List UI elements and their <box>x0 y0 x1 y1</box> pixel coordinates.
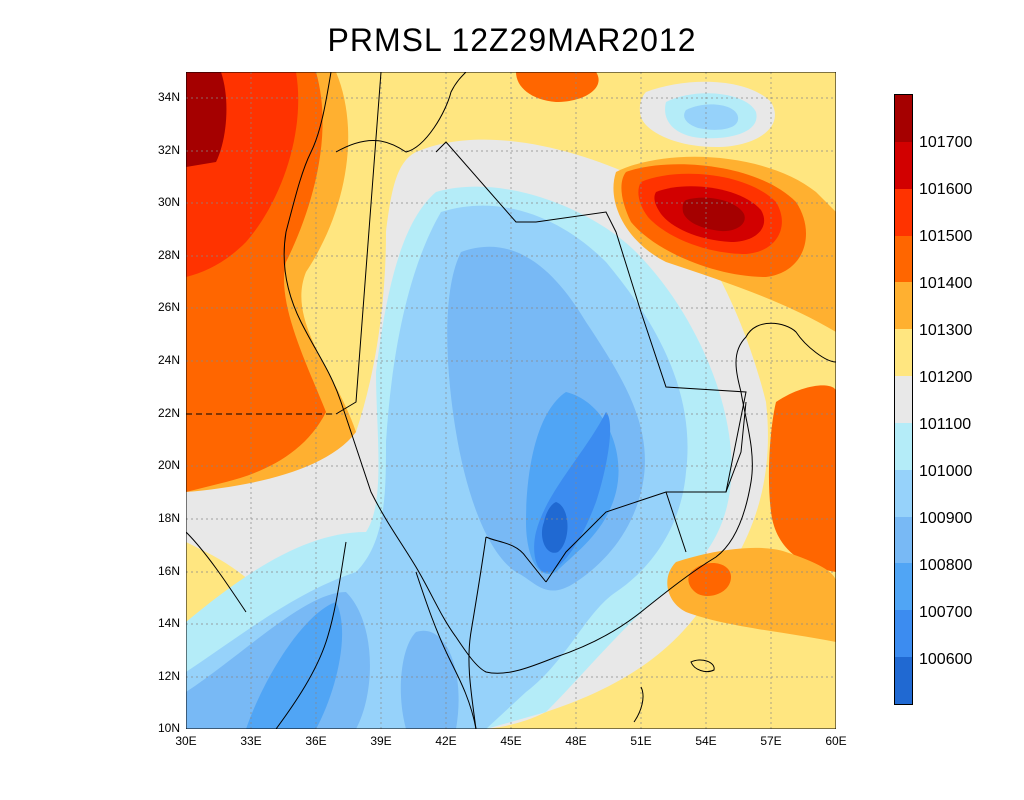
contour-100900-ne <box>684 104 739 130</box>
colorbar-label: 101400 <box>919 275 973 292</box>
contour-101700 <box>186 72 227 167</box>
y-tick-label: 10N <box>157 721 180 735</box>
contour-100700-sw <box>246 602 343 729</box>
contour-101700-ne <box>682 197 745 232</box>
x-tick-label: 39E <box>370 734 392 748</box>
colorbar-label: 101200 <box>919 369 973 386</box>
y-tick-label: 18N <box>157 511 180 525</box>
map-canvas <box>185 71 837 730</box>
colorbar-segment <box>895 469 912 517</box>
colorbar-label: 101100 <box>919 416 972 433</box>
contour-101400-se <box>688 562 731 597</box>
colorbar-label: 101000 <box>919 463 973 480</box>
y-tick-label: 22N <box>157 406 180 420</box>
colorbar-label: 101300 <box>919 322 973 339</box>
x-tick-label: 60E <box>825 734 847 748</box>
y-tick-label: 28N <box>157 248 180 262</box>
colorbar-label: 100700 <box>919 604 973 621</box>
x-tick-label: 42E <box>435 734 457 748</box>
y-tick-label: 14N <box>157 616 180 630</box>
chart-title: PRMSL 12Z29MAR2012 <box>327 22 697 58</box>
colorbar-segment <box>895 282 912 330</box>
colorbar-label: 101600 <box>919 181 973 198</box>
pressure-map <box>185 71 837 730</box>
y-tick-label: 20N <box>157 458 180 472</box>
colorbar-label: 101700 <box>919 134 973 151</box>
y-tick-label: 24N <box>157 353 180 367</box>
pressure-contours <box>186 72 836 729</box>
colorbar-segment <box>895 563 912 611</box>
colorbar-segment <box>895 329 912 377</box>
colorbar-segment <box>895 188 912 236</box>
colorbar <box>894 94 913 705</box>
colorbar-label: 100800 <box>919 557 973 574</box>
colorbar-segment <box>895 610 912 658</box>
colorbar-segment <box>895 376 912 423</box>
y-tick-label: 30N <box>157 195 180 209</box>
graticule <box>186 72 836 729</box>
colorbar-label: 101500 <box>919 228 973 245</box>
contour-100500 <box>541 502 568 553</box>
x-tick-label: 51E <box>630 734 652 748</box>
y-tick-label: 12N <box>157 669 180 683</box>
coastlines-borders <box>186 72 836 729</box>
x-tick-label: 36E <box>305 734 327 748</box>
colorbar-label: 100600 <box>919 651 973 668</box>
x-tick-label: 33E <box>240 734 262 748</box>
colorbar-label: 100900 <box>919 510 973 527</box>
colorbar-segment <box>895 422 912 470</box>
y-tick-label: 34N <box>157 90 180 104</box>
x-tick-label: 54E <box>695 734 717 748</box>
contour-101400-e <box>768 385 836 572</box>
colorbar-segment <box>895 95 912 142</box>
y-tick-label: 16N <box>157 564 180 578</box>
y-tick-label: 32N <box>157 143 180 157</box>
x-tick-label: 48E <box>565 734 587 748</box>
y-tick-label: 26N <box>157 300 180 314</box>
colorbar-segment <box>895 516 912 564</box>
x-tick-label: 57E <box>760 734 782 748</box>
x-tick-label: 30E <box>175 734 197 748</box>
colorbar-segment <box>895 141 912 189</box>
contour-101400-top <box>516 72 599 102</box>
contour-100800-s <box>400 630 459 729</box>
x-tick-label: 45E <box>500 734 522 748</box>
colorbar-segment <box>895 657 912 704</box>
colorbar-segment <box>895 235 912 283</box>
